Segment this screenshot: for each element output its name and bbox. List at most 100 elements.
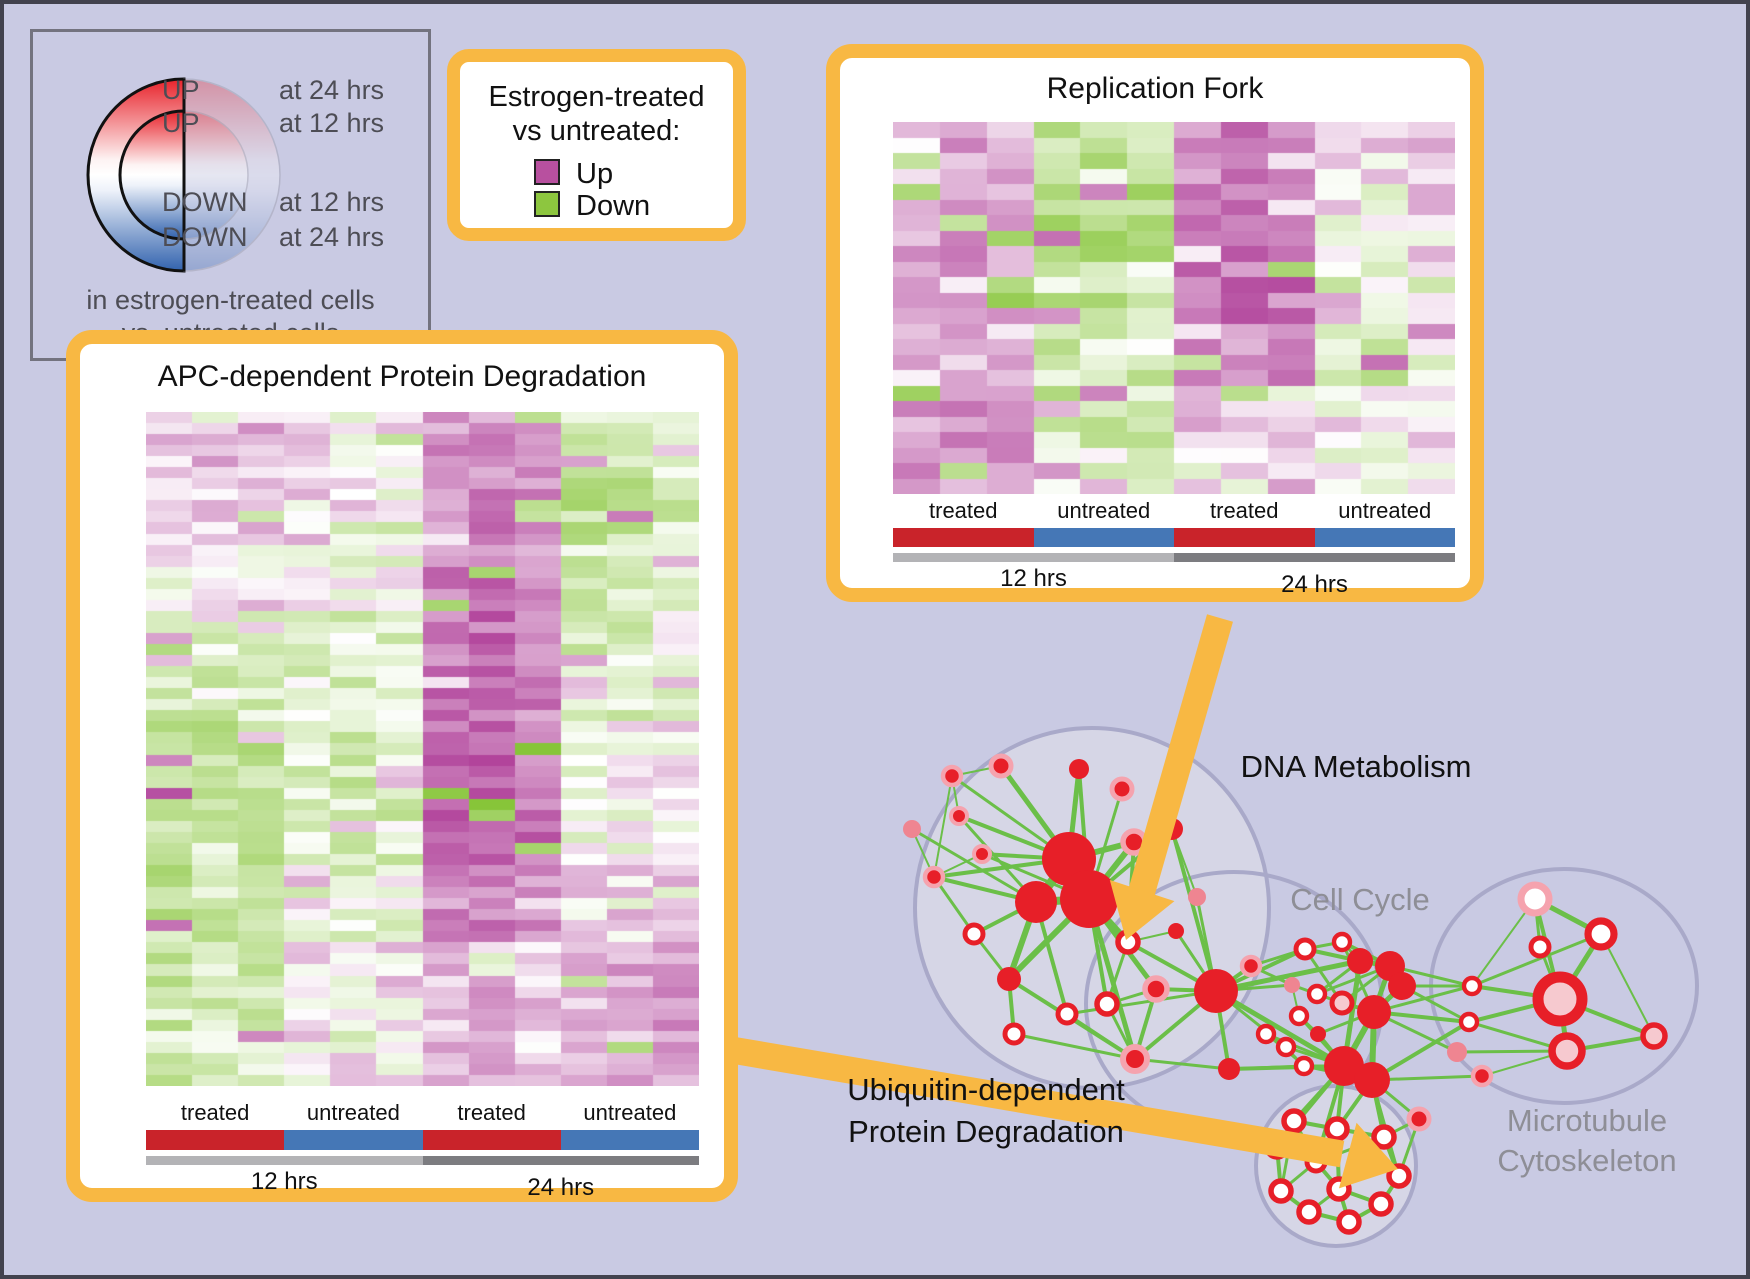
gene-node [949,806,969,826]
12hrs-bar-segment [146,1156,423,1165]
gene-node [1218,1058,1240,1080]
gene-node [1371,1124,1397,1150]
untreated-bar-segment [284,1130,423,1150]
apc-group-labels: treated untreated treated untreated [146,1100,699,1126]
gene-node [1329,990,1355,1016]
gene-node [1548,1032,1586,1070]
replication-fork-heatmap [893,122,1455,494]
treated-bar-segment [422,1130,561,1150]
network-edge [932,876,976,935]
gene-node [1406,1106,1432,1132]
gene-node [1188,888,1206,906]
arrow-shaft-apc-to-ubiquitin [717,1034,1345,1168]
legend-direction: UP [162,108,200,138]
updown-legend-box: Estrogen-treated vs untreated: Up Down [447,49,746,241]
ubiquitin-label-line1: Ubiquitin-dependent [847,1072,1125,1107]
repfork-treatment-bar [893,528,1455,547]
legend-caption-line1: in estrogen-treated cells [86,285,375,315]
gene-node [1094,991,1120,1017]
gene-node [903,820,921,838]
treated-bar-segment [1174,528,1315,547]
arrow-head-apc-to-ubiquitin [1338,1122,1398,1189]
gene-node [962,922,986,946]
network-edge [1228,1064,1305,1071]
gene-node [1069,759,1089,779]
group-label-treated: treated [180,1100,250,1125]
network-edge [1214,988,1346,1069]
legend-direction: UP [162,75,200,105]
updown-legend-title-line2: vs untreated: [512,115,681,147]
gene-node [1293,1055,1315,1077]
gene-node [1281,1108,1307,1134]
network-edge [1134,1057,1230,1071]
untreated-bar-segment [1033,528,1174,547]
arrow-head-replication-fork-to-dna [1109,880,1175,940]
gene-node [1060,870,1118,928]
apc-heatmap [146,412,699,1086]
network-edge [1171,828,1198,898]
gene-node [940,764,964,788]
gene-node [1584,917,1618,951]
gene-node [1324,1116,1350,1142]
network-edge [911,827,1037,904]
network-edge [1215,958,1361,994]
up-color-swatch [534,159,560,185]
updown-legend-title-line1: Estrogen-treated [488,81,705,113]
apc-time-labels: 12 hrs 24 hrs [146,1168,699,1201]
group-label-untreated: untreated [1338,498,1432,523]
network-edge [1471,898,1536,987]
network-edge [1600,933,1655,1037]
group-label-untreated: untreated [1057,498,1151,523]
network-edge [1471,932,1602,988]
legend-direction: DOWN [162,222,248,252]
gene-node [1447,1042,1467,1062]
ring-legend-box: UP at 24 hrs UP at 12 hrs DOWN at 12 hrs… [30,29,431,361]
link-arrows [717,614,1398,1189]
gene-node [1336,1209,1362,1235]
apc-panel-title: APC-dependent Protein Degradation [157,360,647,393]
legend-item-down: Down [460,190,733,222]
gene-node [1168,923,1184,939]
gene-node [1458,1011,1480,1033]
gene-node [1347,948,1373,974]
gene-node [922,865,946,889]
apc-time-bar [146,1156,699,1165]
microtubule-label-line2: Cytoskeleton [1497,1143,1676,1178]
gene-node [1002,1022,1026,1046]
time-label-12hrs: 12 hrs [1000,565,1067,592]
12hrs-bar-segment [893,553,1174,562]
down-color-swatch [534,191,560,217]
repfork-group-labels: treated untreated treated untreated [893,498,1455,524]
legend-time: at 24 hrs [279,75,385,105]
network-edge [1013,1032,1136,1061]
gene-node [1120,1044,1150,1074]
replication-fork-panel-title: Replication Fork [1046,72,1264,105]
ring-gradient-icon [86,77,281,273]
gene-node [1142,975,1170,1003]
gene-node [1306,983,1328,1005]
group-label-treated: treated [457,1100,526,1125]
legend-time: at 12 hrs [279,108,385,138]
gene-node [988,753,1014,779]
gene-node [1388,972,1416,1000]
gene-node [1310,1026,1326,1042]
gene-node [1275,1036,1297,1058]
group-label-untreated: untreated [583,1100,677,1125]
cluster-labels: DNA Metabolism Cell Cycle Microtubule Cy… [847,749,1676,1178]
legend-time: at 24 hrs [279,222,385,252]
time-label-24hrs: 24 hrs [527,1174,595,1201]
arrow-shaft-replication-fork-to-dna [1128,614,1233,898]
time-label-12hrs: 12 hrs [250,1168,318,1195]
gene-node [1368,1191,1394,1217]
group-label-untreated: untreated [306,1100,400,1125]
dna-metabolism-label: DNA Metabolism [1241,749,1472,784]
gene-node [1386,1163,1412,1189]
apc-panel: APC-dependent Protein Degradation treate… [66,330,738,1202]
network-diagram: DNA Metabolism Cell Cycle Microtubule Cy… [717,614,1699,1248]
gene-node [1268,1178,1294,1204]
microtubule-label-line1: Microtubule [1507,1103,1667,1138]
gene-node [1293,937,1317,961]
gene-node [1517,881,1553,917]
gene-node [1055,1002,1079,1026]
